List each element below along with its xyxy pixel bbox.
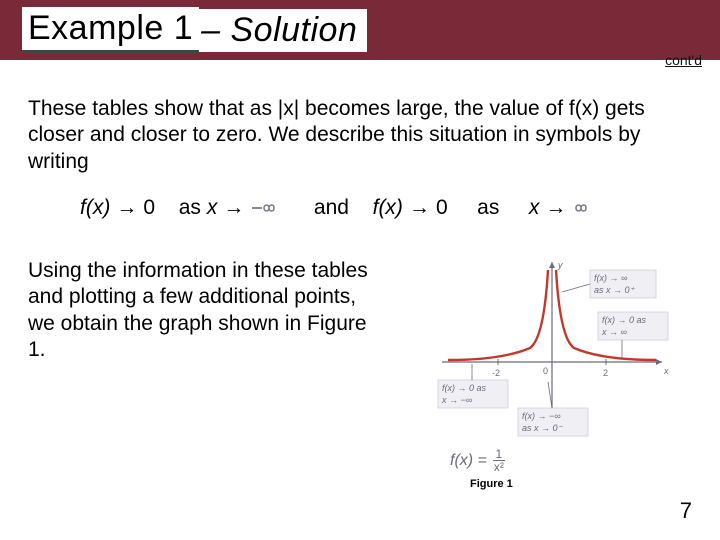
arrow-icon: → — [116, 196, 137, 220]
svg-text:y: y — [557, 260, 563, 270]
arrow-icon: → — [409, 196, 430, 220]
neg-infinity-icon — [250, 200, 284, 216]
svg-text:2: 2 — [603, 368, 608, 378]
equation-lhs: f(x) = — [450, 452, 487, 470]
and: and — [314, 196, 349, 220]
svg-text:x → ∞: x → ∞ — [601, 327, 627, 337]
paragraph-1: These tables show that as |x| becomes la… — [28, 96, 668, 175]
as-1: as — [179, 196, 201, 220]
header-title: Example 1 – Solution — [22, 8, 522, 52]
slide-header: Example 1 – Solution — [0, 0, 720, 60]
svg-text:x → −∞: x → −∞ — [441, 395, 472, 405]
limit-expression: f(x) → 0 as x → and f(x) → 0 as x → — [80, 196, 596, 220]
svg-text:0: 0 — [543, 366, 548, 376]
solution-label: – Solution — [199, 9, 367, 52]
svg-text:f(x) → 0 as: f(x) → 0 as — [602, 315, 647, 325]
svg-text:-2: -2 — [492, 368, 500, 378]
arrow-icon: → — [223, 196, 244, 220]
zero-1: 0 — [143, 196, 155, 220]
as-2: as — [477, 196, 499, 220]
svg-text:f(x) → 0 as: f(x) → 0 as — [442, 383, 487, 393]
x-1: x — [207, 196, 218, 220]
svg-text:f(x) → −∞: f(x) → −∞ — [522, 411, 561, 421]
example-label: Example 1 — [22, 7, 199, 53]
function-equation: f(x) = 1 x² — [450, 448, 507, 473]
zero-2: 0 — [436, 196, 448, 220]
fx-1: f(x) — [80, 196, 110, 220]
fraction: 1 x² — [491, 448, 507, 473]
arrow-icon: → — [545, 196, 566, 220]
continued-label: cont'd — [665, 52, 702, 68]
svg-text:as x → 0⁻: as x → 0⁻ — [522, 423, 564, 433]
pos-infinity-icon — [572, 200, 596, 216]
fx-2: f(x) — [373, 196, 403, 220]
fraction-denominator: x² — [491, 461, 507, 473]
svg-text:x: x — [663, 366, 669, 376]
svg-text:f(x) → ∞: f(x) → ∞ — [594, 273, 627, 283]
page-number: 7 — [680, 498, 692, 524]
x-2: x — [529, 196, 540, 220]
figure-caption: Figure 1 — [470, 478, 513, 490]
paragraph-2: Using the information in these tables an… — [28, 258, 368, 363]
figure-1-graph: -2 2 0 x y f(x) → ∞ as x → 0⁺ f(x) → 0 a… — [412, 252, 672, 452]
svg-text:as x → 0⁺: as x → 0⁺ — [594, 285, 636, 295]
